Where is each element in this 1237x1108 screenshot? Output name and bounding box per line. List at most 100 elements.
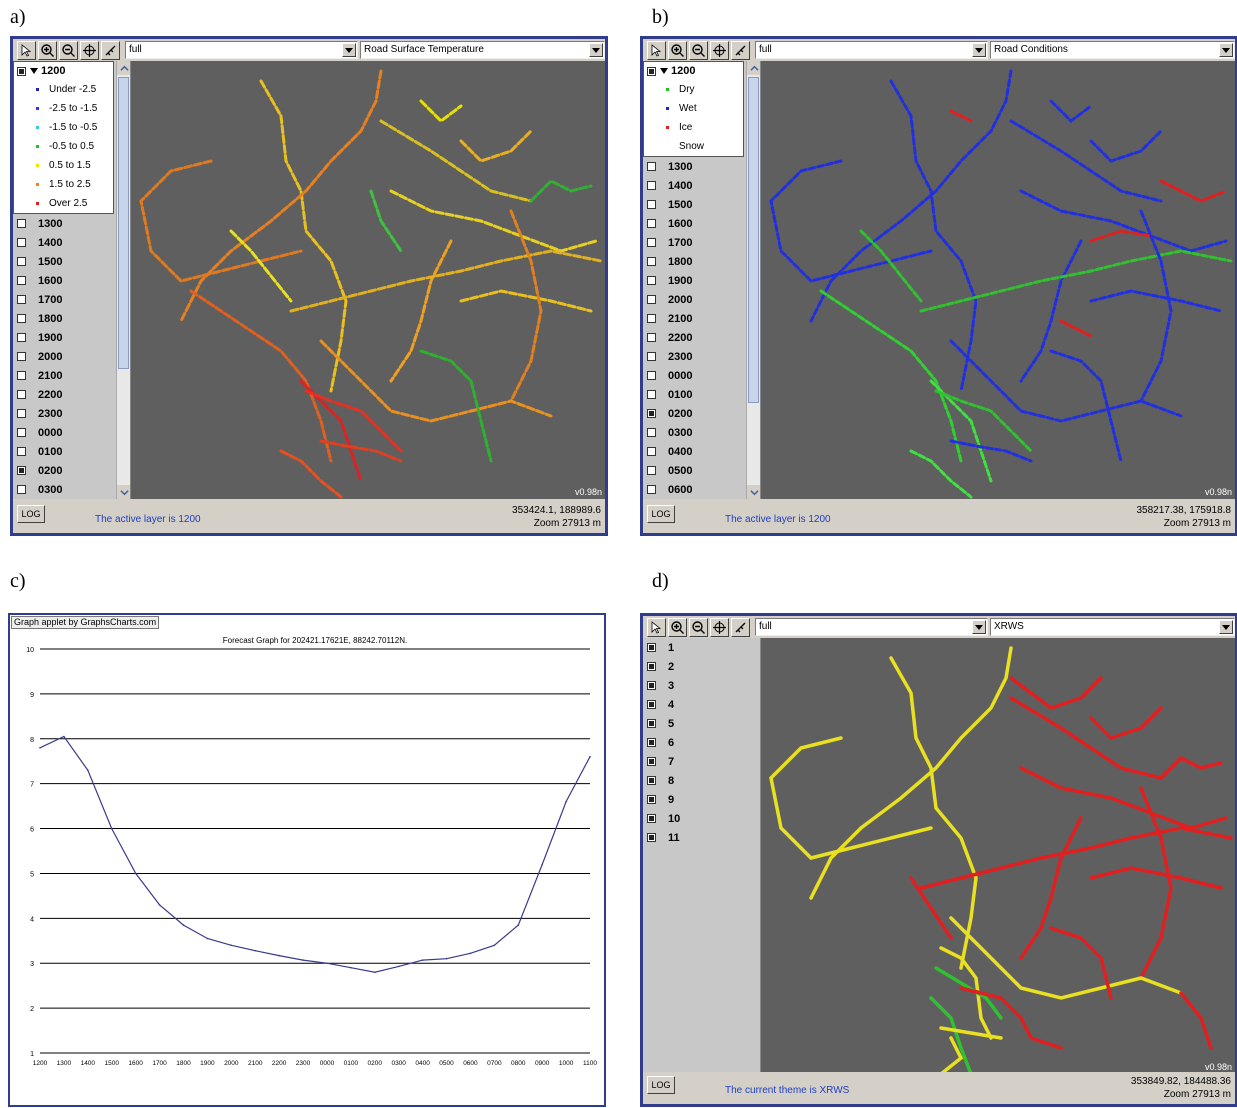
layer-checkbox[interactable] (647, 814, 656, 823)
pan-icon[interactable] (80, 41, 99, 60)
layer-checkbox[interactable] (17, 352, 26, 361)
layer-item[interactable]: 0200 (13, 461, 114, 480)
layer-checkbox[interactable] (647, 757, 656, 766)
scroll-thumb[interactable] (748, 77, 759, 403)
map-view[interactable]: v0.98n (761, 61, 1235, 499)
layer-item[interactable]: 2200 (13, 385, 114, 404)
layer-item[interactable]: 1700 (13, 290, 114, 309)
layer-checkbox[interactable] (17, 447, 26, 456)
layer-item[interactable]: 2200 (643, 328, 744, 347)
zoom-in-icon[interactable] (668, 618, 687, 637)
layer-item[interactable]: 0300 (643, 423, 744, 442)
layer-item[interactable]: 9 (643, 790, 760, 809)
zoom-in-icon[interactable] (38, 41, 57, 60)
layer-item[interactable]: 8 (643, 771, 760, 790)
layer-checkbox[interactable] (647, 833, 656, 842)
scroll-thumb[interactable] (118, 77, 129, 369)
chevron-down-icon[interactable] (972, 620, 986, 634)
layer-item[interactable]: 1400 (643, 176, 744, 195)
theme-combo[interactable]: Road Conditions (990, 41, 1235, 59)
layer-item[interactable]: 0100 (643, 385, 744, 404)
layer-checkbox[interactable] (647, 352, 656, 361)
log-button[interactable]: LOG (647, 1076, 675, 1094)
log-button[interactable]: LOG (17, 505, 45, 523)
layer-checkbox[interactable] (647, 681, 656, 690)
layer-checkbox[interactable] (647, 181, 656, 190)
log-button[interactable]: LOG (647, 505, 675, 523)
layer-item[interactable]: 2000 (643, 290, 744, 309)
layer-item[interactable]: 11 (643, 828, 760, 847)
layer-item[interactable]: 2100 (13, 366, 114, 385)
layer-checkbox[interactable] (17, 485, 26, 494)
layer-checkbox[interactable] (17, 238, 26, 247)
layer-checkbox[interactable] (17, 409, 26, 418)
map-view[interactable]: v0.98n (131, 61, 605, 499)
select-arrow-icon[interactable] (17, 41, 36, 60)
layer-checkbox[interactable] (647, 295, 656, 304)
layer-item[interactable]: 1700 (643, 233, 744, 252)
layer-checkbox[interactable] (647, 738, 656, 747)
chevron-down-icon[interactable] (342, 43, 356, 57)
pan-icon[interactable] (710, 618, 729, 637)
layer-item[interactable]: 1300 (643, 157, 744, 176)
layer-checkbox[interactable] (647, 643, 656, 652)
layer-checkbox[interactable] (647, 390, 656, 399)
layer-checkbox[interactable] (17, 333, 26, 342)
layer-item[interactable]: 1800 (13, 309, 114, 328)
scroll-down-icon[interactable] (117, 485, 130, 499)
layer-item[interactable]: 1900 (13, 328, 114, 347)
layer-item[interactable]: 1600 (643, 214, 744, 233)
layer-checkbox[interactable] (17, 219, 26, 228)
layer-item[interactable]: 1600 (13, 271, 114, 290)
layer-item[interactable]: 0000 (13, 423, 114, 442)
layer-item[interactable]: 5 (643, 714, 760, 733)
layer-item[interactable]: 7 (643, 752, 760, 771)
layer-checkbox[interactable] (647, 795, 656, 804)
layer-checkbox[interactable] (647, 200, 656, 209)
layer-item[interactable]: 1500 (643, 195, 744, 214)
layer-checkbox[interactable] (647, 485, 656, 494)
layer-item[interactable]: 2000 (13, 347, 114, 366)
layer-item[interactable]: 0000 (643, 366, 744, 385)
layer-checkbox[interactable] (647, 719, 656, 728)
layer-item[interactable]: 2300 (13, 404, 114, 423)
zoom-out-icon[interactable] (59, 41, 78, 60)
layer-item[interactable]: 1400 (13, 233, 114, 252)
layer-checkbox[interactable] (647, 257, 656, 266)
zoom-out-icon[interactable] (689, 618, 708, 637)
zoom-in-icon[interactable] (668, 41, 687, 60)
layer-scrollbar[interactable] (746, 61, 760, 499)
layer-checkbox[interactable] (647, 428, 656, 437)
layer-checkbox[interactable] (647, 219, 656, 228)
scroll-up-icon[interactable] (747, 61, 760, 75)
layer-item[interactable]: 0200 (643, 404, 744, 423)
layer-item[interactable]: 1800 (643, 252, 744, 271)
layer-item[interactable]: 0600 (643, 480, 744, 499)
layer-scrollbar[interactable] (116, 61, 130, 499)
layer-item[interactable]: 1300 (13, 214, 114, 233)
layer-checkbox[interactable] (17, 428, 26, 437)
layer-item[interactable]: 0500 (643, 461, 744, 480)
layer-item[interactable]: 0400 (643, 442, 744, 461)
theme-combo[interactable]: Road Surface Temperature (360, 41, 605, 59)
chevron-down-icon[interactable] (1219, 43, 1233, 57)
select-arrow-icon[interactable] (647, 41, 666, 60)
layer-checkbox[interactable] (647, 662, 656, 671)
layer-checkbox[interactable] (647, 700, 656, 709)
layer-checkbox[interactable] (17, 295, 26, 304)
layer-checkbox[interactable] (17, 276, 26, 285)
chevron-down-icon[interactable] (972, 43, 986, 57)
measure-icon[interactable] (731, 41, 750, 60)
layer-item[interactable]: 2300 (643, 347, 744, 366)
layer-checkbox[interactable] (647, 371, 656, 380)
layer-checkbox[interactable] (647, 162, 656, 171)
layer-item[interactable]: 1900 (643, 271, 744, 290)
scroll-down-icon[interactable] (747, 485, 760, 499)
layer-item[interactable]: 0300 (13, 480, 114, 499)
layer-item[interactable]: 2100 (643, 309, 744, 328)
layer-item[interactable]: 6 (643, 733, 760, 752)
scale-combo[interactable]: full (125, 41, 358, 59)
select-arrow-icon[interactable] (647, 618, 666, 637)
layer-checkbox[interactable] (647, 238, 656, 247)
scale-combo[interactable]: full (755, 618, 988, 636)
